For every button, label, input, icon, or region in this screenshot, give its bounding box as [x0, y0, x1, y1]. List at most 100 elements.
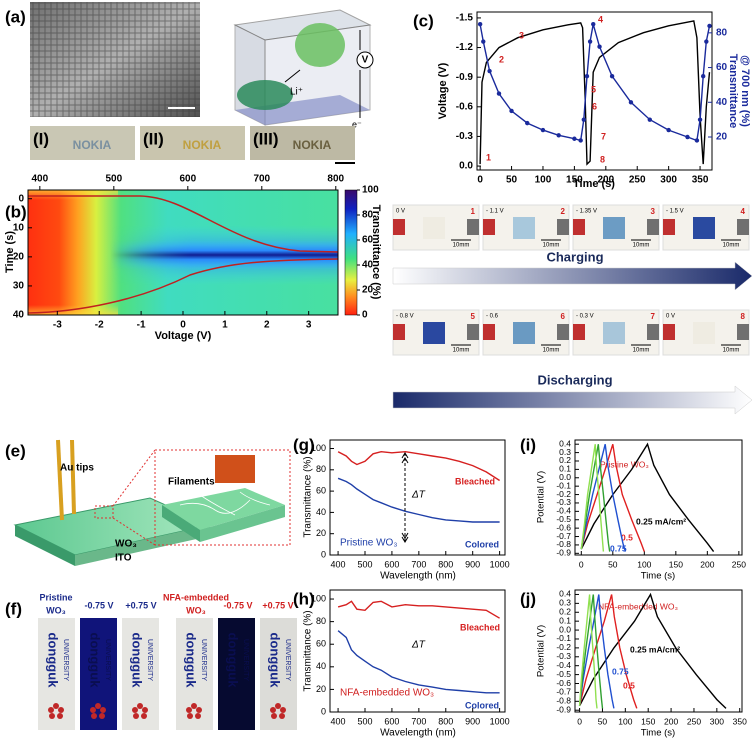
heatmap-shade [28, 190, 118, 315]
layer-label: ITO [115, 553, 132, 564]
discharging-arrow [392, 385, 752, 415]
panel-label: (j) [520, 589, 536, 608]
series-label: Colored [465, 700, 499, 710]
group-label: NFA-embedded [163, 592, 229, 602]
c-tick-label: 0 [362, 310, 368, 321]
ion-arrow [284, 69, 301, 83]
logo-text: UNIVERSITY [62, 639, 69, 681]
y-tick-label: 0.4 [559, 589, 571, 599]
x-tick-label: 0 [180, 320, 186, 331]
series-line [578, 592, 727, 709]
x-tick-label: 250 [687, 716, 701, 726]
y-tick-label: 0.2 [559, 607, 571, 617]
y-tick-label: 0.3 [559, 598, 571, 608]
layer-label: WO₃ [115, 539, 137, 550]
y-axis-label: Voltage (V) [437, 62, 449, 119]
panel-a: Li⁺ V e⁻ (I) (II) (III) NOKIA NOKIA NOKI… [30, 2, 374, 164]
logo-mark [95, 703, 101, 709]
voltage-label: +0.75 V [125, 600, 156, 610]
panel-label: (i) [520, 435, 536, 454]
logo-mark [191, 703, 197, 709]
y-tick-label: -0.3 [556, 497, 571, 507]
contour [27, 258, 339, 314]
photo [176, 618, 213, 730]
x-tick-label: 2 [264, 320, 270, 331]
logo-mark [133, 713, 139, 719]
series-label: Colored [465, 539, 499, 549]
logo-mark [271, 713, 277, 719]
photo [38, 618, 75, 730]
marker [707, 23, 712, 29]
marker [584, 74, 590, 79]
x-tick-label: 200 [597, 175, 614, 186]
x-tick-label: 1 [222, 320, 228, 331]
tile-number: 8 [741, 312, 746, 321]
plot-frame [329, 439, 506, 556]
x-tick-label: 250 [732, 559, 746, 569]
photo [80, 618, 117, 730]
film-block [237, 80, 293, 110]
logo-mark [57, 713, 63, 719]
x-axis-label: Time (s) [641, 571, 675, 582]
x-tick-label: -3 [53, 320, 62, 331]
film [693, 322, 715, 344]
clip [647, 219, 659, 235]
x2-tick-label: 600 [179, 174, 196, 185]
annotation: 7 [601, 131, 606, 141]
annotation: NFA-embedded WO₃ [340, 688, 434, 699]
y-tick-label: 0.3 [559, 447, 571, 457]
y-tick-label: -0.2 [556, 489, 571, 499]
marker [581, 117, 587, 122]
voltage-label: - 1.1 V [486, 209, 504, 215]
logo-mark [275, 703, 281, 709]
x-tick-label: -2 [95, 320, 104, 331]
nokia-photos: (I) (II) (III) NOKIA NOKIA NOKIA [30, 126, 355, 164]
panel-label: (g) [293, 435, 315, 454]
film [603, 322, 625, 344]
y2-tick-label: 60 [716, 62, 728, 73]
film [693, 217, 715, 239]
clip [467, 219, 479, 235]
x-tick-label: 200 [664, 716, 678, 726]
y-tick-label: -0.1 [556, 480, 571, 490]
panel-f: Pristine WO₃ -0.75 V +0.75 V NFA-embedde… [39, 592, 293, 615]
y-tick-label: 100 [311, 593, 326, 603]
x-axis-label: Wavelength (nm) [380, 571, 456, 582]
tile-number: 6 [561, 312, 566, 321]
marker [609, 74, 615, 79]
x-tick-label: 0 [577, 716, 582, 726]
x-tick-label: 50 [506, 175, 518, 186]
panel-e: Au tips WO₃ ITO Filaments [13, 439, 291, 566]
y-tick-label: -0.5 [556, 669, 571, 679]
x-tick-label: 700 [411, 716, 426, 726]
x-tick-label: 250 [629, 175, 646, 186]
series-line [580, 443, 645, 552]
photo-text: NOKIA [73, 138, 112, 152]
y-tick-label: 20 [13, 252, 25, 263]
x-tick-label: 50 [608, 559, 618, 569]
series-line [479, 24, 711, 142]
x-tick-label: 800 [438, 716, 453, 726]
y-tick-label: -0.6 [556, 678, 571, 688]
series-label: 0.75 [612, 666, 629, 676]
photo-text: NOKIA [183, 138, 222, 152]
panel-d: Charging Discharging [392, 249, 752, 415]
electron-label: e⁻ [352, 119, 362, 129]
afm-inset [215, 455, 255, 483]
series-line [578, 594, 604, 709]
logo-mark [279, 713, 285, 719]
x-tick-label: 0 [579, 559, 584, 569]
clip [557, 219, 569, 235]
film [423, 217, 445, 239]
voltmeter [356, 51, 374, 69]
y-tick-label: -0.4 [556, 660, 571, 670]
y-tick-label: 0.1 [559, 464, 571, 474]
x-tick-label: 200 [700, 559, 714, 569]
series-label: Bleached [455, 476, 495, 486]
panel-label: (h) [293, 589, 315, 608]
scale-label: 10mm [543, 348, 560, 354]
photo [122, 618, 159, 730]
y-tick-label: 60 [316, 485, 326, 495]
voltage-label: - 0.8 V [396, 314, 414, 320]
plot-frame [574, 589, 743, 713]
